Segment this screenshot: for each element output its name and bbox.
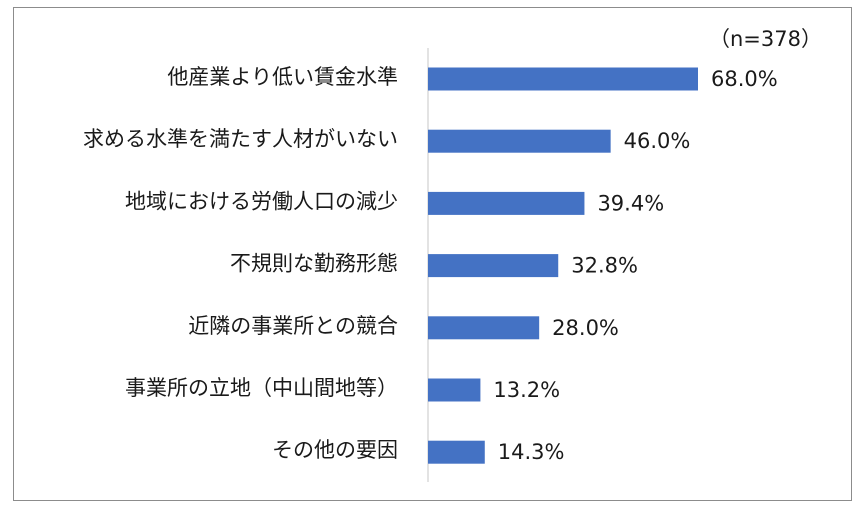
category-label: 求める水準を満たす人材がいない [83,127,398,151]
category-label: 地域における労働人口の減少 [125,189,398,213]
category-label: 事業所の立地（中山間地等） [125,376,398,400]
value-label: 28.0% [552,316,619,340]
value-label: 32.8% [571,254,638,278]
value-label: 68.0% [711,67,778,91]
value-label: 46.0% [624,129,691,153]
category-label: 不規則な勤務形態 [230,252,398,276]
category-label: 近隣の事業所との競合 [188,314,398,338]
bar [428,254,559,278]
value-label: 39.4% [597,191,664,215]
bar [428,191,585,215]
sample-size-annotation: （n=378） [709,27,822,51]
bar [428,440,485,464]
bar [428,378,481,402]
value-label: 13.2% [493,378,560,402]
category-label: 他産業より低い賃金水準 [167,65,398,89]
value-label: 14.3% [498,440,565,464]
bar [428,67,698,91]
bars-group: 他産業より低い賃金水準 68.0% 求める水準を満たす人材がいない 46.0% 地域にお… [83,65,778,464]
bar [428,129,611,153]
bar [428,316,540,340]
category-label: その他の要因 [272,438,398,462]
